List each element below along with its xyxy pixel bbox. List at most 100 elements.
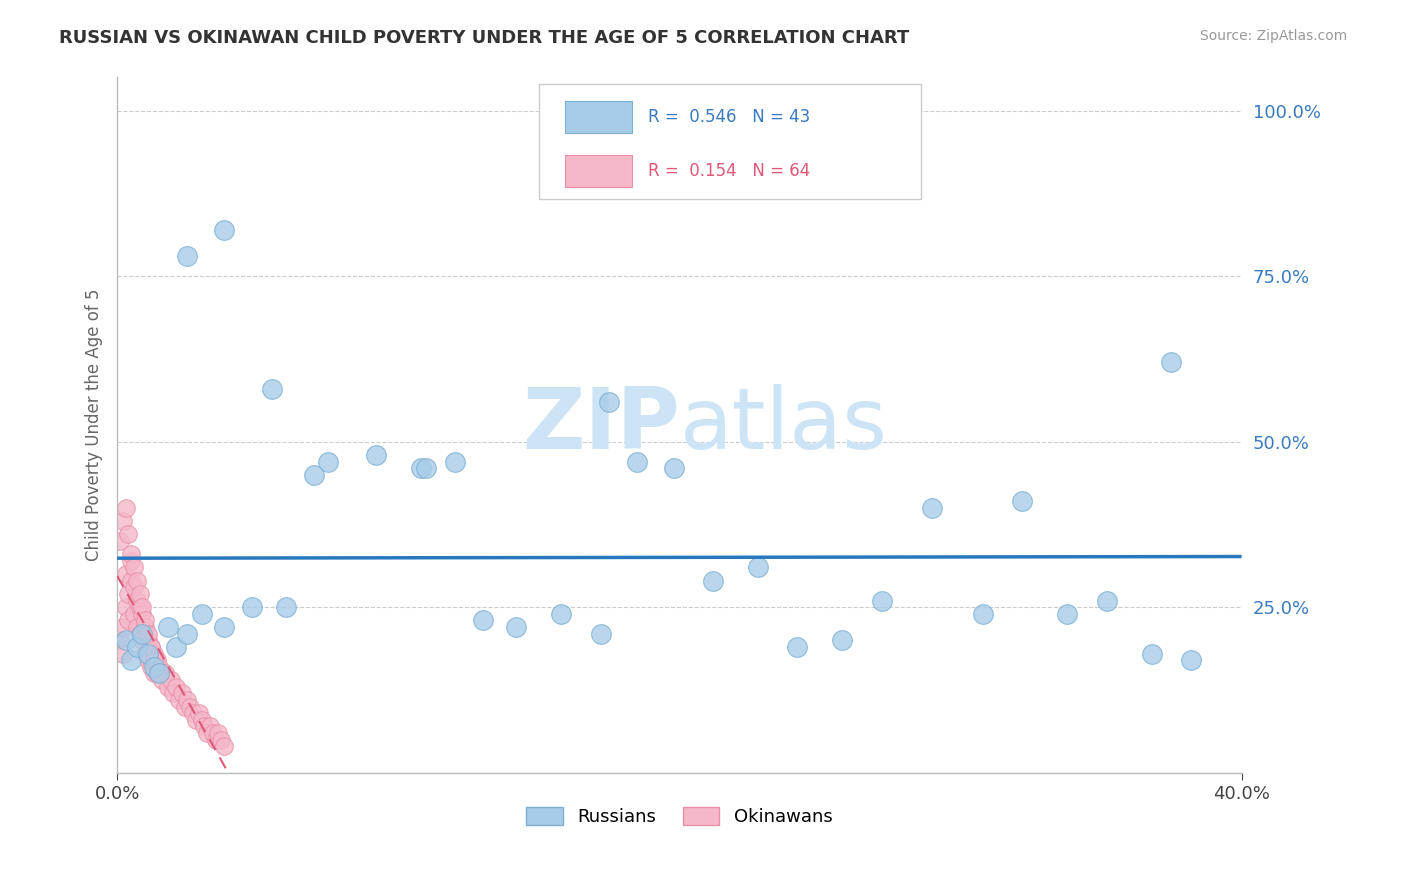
Point xyxy=(831,633,853,648)
Point xyxy=(179,699,201,714)
Point xyxy=(131,626,153,640)
Point xyxy=(626,454,648,468)
Point xyxy=(148,666,170,681)
Point xyxy=(1160,355,1182,369)
Point xyxy=(170,686,193,700)
Text: R =  0.154   N = 64: R = 0.154 N = 64 xyxy=(648,162,810,180)
Point xyxy=(134,647,156,661)
Point xyxy=(117,614,139,628)
Point xyxy=(747,560,769,574)
Point xyxy=(111,620,134,634)
Point xyxy=(139,640,162,654)
Point xyxy=(145,666,167,681)
Point xyxy=(134,620,156,634)
Point xyxy=(125,574,148,588)
Text: R =  0.546   N = 43: R = 0.546 N = 43 xyxy=(648,108,810,127)
Point xyxy=(114,633,136,648)
Point xyxy=(212,620,235,634)
Point xyxy=(142,666,165,681)
Point xyxy=(201,726,224,740)
Point xyxy=(1180,653,1202,667)
Point xyxy=(181,706,204,720)
Point xyxy=(114,600,136,615)
Point xyxy=(184,713,207,727)
Point xyxy=(162,686,184,700)
Point xyxy=(1140,647,1163,661)
Point xyxy=(111,647,134,661)
Point xyxy=(471,614,494,628)
Point xyxy=(198,719,221,733)
Point xyxy=(409,461,432,475)
Point xyxy=(190,607,212,621)
Point xyxy=(240,600,263,615)
Point xyxy=(108,633,131,648)
Point xyxy=(131,607,153,621)
Point xyxy=(120,653,142,667)
Point xyxy=(702,574,724,588)
Point xyxy=(1095,593,1118,607)
Point xyxy=(131,633,153,648)
Point xyxy=(148,660,170,674)
Point xyxy=(114,500,136,515)
FancyBboxPatch shape xyxy=(538,85,921,199)
Point xyxy=(142,647,165,661)
Point xyxy=(128,626,150,640)
Point xyxy=(156,620,179,634)
Point xyxy=(136,647,159,661)
Point xyxy=(364,448,387,462)
Point xyxy=(173,699,195,714)
Point xyxy=(165,640,187,654)
Point xyxy=(589,626,612,640)
Point xyxy=(120,574,142,588)
Point xyxy=(302,467,325,482)
Point xyxy=(176,626,198,640)
Point xyxy=(136,626,159,640)
Point xyxy=(120,554,142,568)
Point xyxy=(125,640,148,654)
Point xyxy=(786,640,808,654)
Text: Source: ZipAtlas.com: Source: ZipAtlas.com xyxy=(1199,29,1347,43)
Point xyxy=(550,607,572,621)
Point xyxy=(662,461,685,475)
Bar xyxy=(565,101,633,134)
Point xyxy=(1056,607,1078,621)
Point xyxy=(122,607,145,621)
Point xyxy=(190,713,212,727)
Point xyxy=(120,547,142,561)
Point xyxy=(134,614,156,628)
Point xyxy=(156,680,179,694)
Bar xyxy=(565,155,633,187)
Point xyxy=(176,249,198,263)
Point xyxy=(204,732,226,747)
Point xyxy=(131,600,153,615)
Point xyxy=(117,527,139,541)
Point xyxy=(505,620,527,634)
Point xyxy=(114,567,136,582)
Point xyxy=(128,587,150,601)
Point xyxy=(209,732,232,747)
Point xyxy=(153,666,176,681)
Point xyxy=(1011,494,1033,508)
Point xyxy=(274,600,297,615)
Point xyxy=(117,587,139,601)
Point xyxy=(598,395,620,409)
Point xyxy=(212,739,235,754)
Point xyxy=(212,223,235,237)
Point xyxy=(136,633,159,648)
Text: atlas: atlas xyxy=(679,384,887,467)
Point xyxy=(136,653,159,667)
Y-axis label: Child Poverty Under the Age of 5: Child Poverty Under the Age of 5 xyxy=(86,289,103,561)
Point xyxy=(195,726,218,740)
Point xyxy=(122,580,145,594)
Point xyxy=(125,620,148,634)
Point xyxy=(125,593,148,607)
Point xyxy=(159,673,181,687)
Point xyxy=(415,461,437,475)
Point xyxy=(260,382,283,396)
Point xyxy=(139,640,162,654)
Text: ZIP: ZIP xyxy=(522,384,679,467)
Legend: Russians, Okinawans: Russians, Okinawans xyxy=(519,799,839,833)
Point xyxy=(167,693,190,707)
Point xyxy=(111,514,134,528)
Point xyxy=(139,660,162,674)
